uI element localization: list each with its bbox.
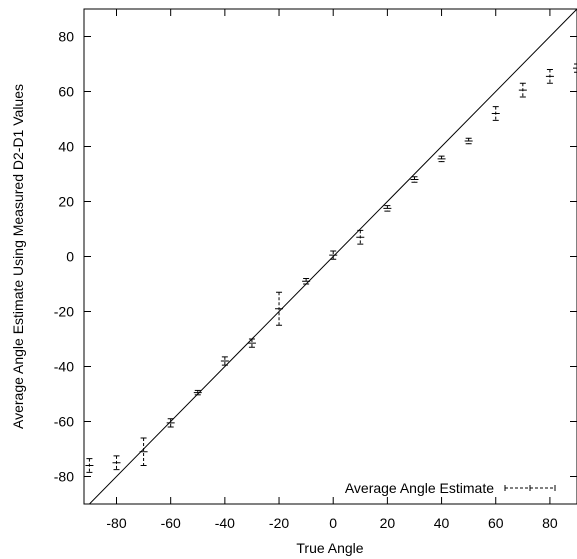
- data-point: [112, 455, 121, 471]
- data-point: [275, 291, 284, 326]
- y-axis-title: Average Angle Estimate Using Measured D2…: [10, 84, 26, 429]
- data-points-layer: [85, 63, 577, 473]
- x-tick-label: -80: [106, 515, 126, 531]
- data-point: [518, 82, 527, 98]
- data-point: [464, 137, 473, 145]
- y-tick-label: -60: [54, 414, 74, 430]
- y-tick-label: 60: [58, 84, 74, 100]
- legend-label: Average Angle Estimate: [345, 480, 494, 496]
- y-tick-label: 20: [58, 194, 74, 210]
- y-tick-label: -40: [54, 359, 74, 375]
- data-point: [302, 278, 311, 285]
- data-point: [85, 458, 94, 473]
- x-tick-label: -40: [215, 515, 235, 531]
- data-point: [220, 356, 229, 366]
- x-tick-label: 0: [329, 515, 337, 531]
- data-point: [491, 106, 500, 121]
- tick-labels: -80 -60 -40 -20 0 20 40 60 80 -80 -60 -40 -20 0 20 40 60…: [54, 29, 558, 532]
- data-point: [545, 69, 554, 84]
- y-tick-label: 40: [58, 139, 74, 155]
- data-point: [139, 437, 148, 466]
- x-tick-label: -60: [161, 515, 181, 531]
- legend: Average Angle Estimate: [345, 480, 556, 496]
- data-point: [383, 205, 392, 212]
- data-point: [247, 338, 256, 348]
- data-point: [329, 250, 338, 260]
- x-tick-label: 40: [434, 515, 450, 531]
- plot-frame: [83, 8, 577, 505]
- x-tick-label: 60: [488, 515, 504, 531]
- x-tick-label: 20: [380, 515, 396, 531]
- data-point: [166, 418, 175, 428]
- y-tick-label: 0: [66, 249, 74, 265]
- data-point: [356, 229, 365, 245]
- y-tick-label: 80: [58, 29, 74, 45]
- y-tick-label: -80: [54, 469, 74, 485]
- y-tick-label: -20: [54, 304, 74, 320]
- data-point: [193, 389, 202, 396]
- x-axis-title: True Angle: [296, 540, 363, 556]
- data-point: [573, 63, 577, 73]
- axis-ticks: [84, 9, 577, 504]
- data-point: [410, 176, 419, 183]
- data-point: [437, 155, 446, 163]
- x-tick-label: 80: [542, 515, 558, 531]
- x-tick-label: -20: [269, 515, 289, 531]
